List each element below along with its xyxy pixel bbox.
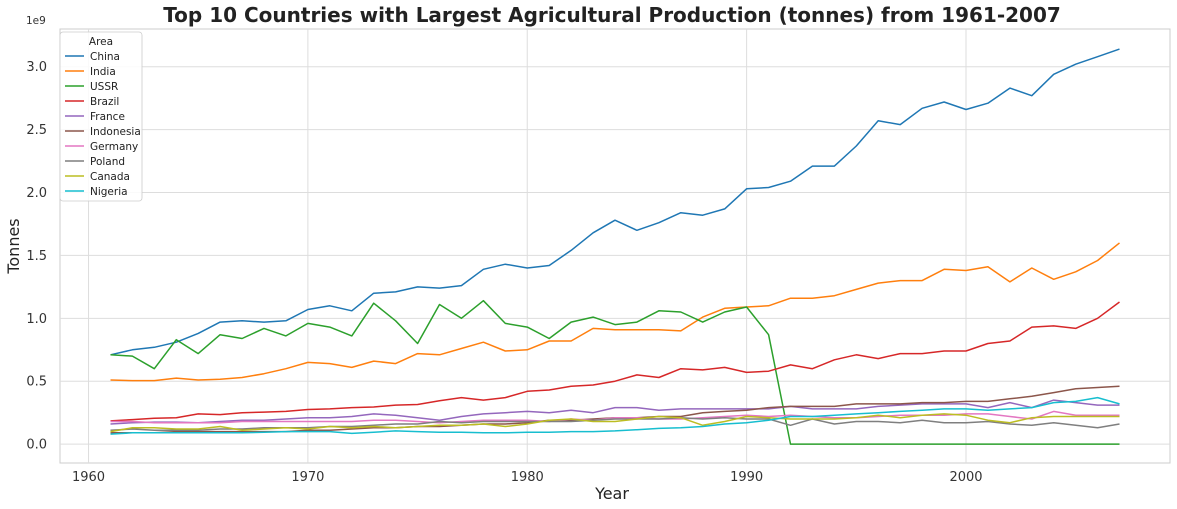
y-tick-label: 0.0 <box>26 438 47 453</box>
series-line-nigeria <box>110 396 1120 435</box>
y-tick-label: 0.5 <box>26 375 47 390</box>
x-tick-label: 1970 <box>291 470 324 485</box>
chart-title: Top 10 Countries with Largest Agricultur… <box>163 3 1061 27</box>
legend-box <box>59 31 143 202</box>
legend-title: Area <box>89 36 113 48</box>
legend-label-poland: Poland <box>90 156 125 168</box>
legend-label-ussr: USSR <box>90 81 118 93</box>
legend-label-indonesia: Indonesia <box>90 126 141 138</box>
legend-label-nigeria: Nigeria <box>90 186 128 198</box>
plot-area <box>59 28 1171 464</box>
y-tick-label: 3.0 <box>26 60 47 75</box>
legend-label-germany: Germany <box>90 141 138 153</box>
series-lines <box>110 48 1120 445</box>
x-axis-label: Year <box>594 484 629 503</box>
series-line-india <box>110 242 1120 382</box>
legend-label-france: France <box>90 111 125 123</box>
series-line-china <box>110 48 1120 356</box>
legend-label-china: China <box>90 51 120 63</box>
grid-lines <box>60 29 1170 463</box>
legend-label-india: India <box>90 66 116 78</box>
y-tick-label: 1.5 <box>26 249 47 264</box>
series-line-france <box>110 399 1120 425</box>
x-tick-label: 2000 <box>949 470 982 485</box>
series-line-canada <box>110 413 1120 433</box>
x-tick-label: 1980 <box>511 470 544 485</box>
y-axis-label: Tonnes <box>4 218 23 274</box>
y-tick-labels: 0.0 0.5 1.0 1.5 2.0 2.5 3.0 <box>26 60 47 452</box>
x-tick-label: 1960 <box>72 470 105 485</box>
legend: Area China India USSR Brazil France Indonesia… <box>59 31 143 202</box>
y-tick-label: 1.0 <box>26 312 47 327</box>
x-tick-labels: 1960 1970 1980 1990 2000 <box>72 470 983 485</box>
series-line-brazil <box>110 301 1120 422</box>
legend-label-canada: Canada <box>90 171 130 183</box>
legend-label-brazil: Brazil <box>90 96 119 108</box>
series-line-ussr <box>110 299 1120 445</box>
y-tick-label: 2.0 <box>26 186 47 201</box>
x-tick-label: 1990 <box>730 470 763 485</box>
y-tick-label: 2.5 <box>26 123 47 138</box>
y-offset-label: 1e9 <box>26 15 46 27</box>
